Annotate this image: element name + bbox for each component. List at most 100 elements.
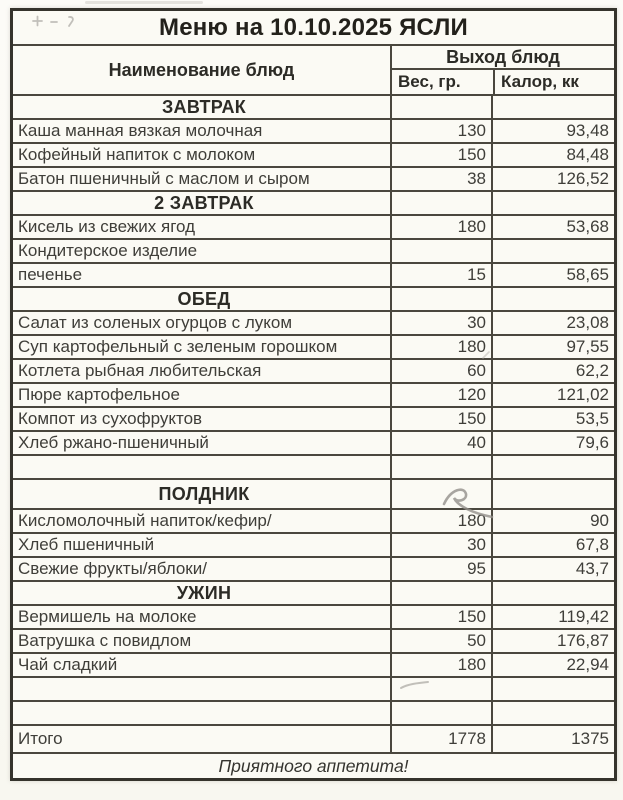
row-dish-name: Вермишель на молоке	[18, 607, 197, 626]
row-dish-name: Свежие фрукты/яблоки/	[18, 559, 207, 578]
row-weight-value	[390, 678, 491, 700]
table-header: Наименование блюд Выход блюд Вес, гр. Ка…	[13, 46, 614, 96]
empty-row	[13, 678, 614, 702]
row-calories-value: 53,68	[491, 216, 614, 238]
row-calories-value: 176,87	[491, 630, 614, 652]
row-calories-value: 1375	[491, 726, 614, 752]
row-calories-value: 84,48	[491, 144, 614, 166]
row-dish-name: 2 ЗАВТРАК	[154, 192, 254, 213]
scan-artifact	[85, 1, 203, 4]
row-weight-value: 40	[390, 432, 491, 454]
row-weight-value: 50	[390, 630, 491, 652]
row-dish-name	[13, 456, 390, 478]
row-weight-value	[390, 240, 491, 262]
row-calories-value: 22,94	[491, 654, 614, 676]
dish-row: Кисломолочный напиток/кефир/180 90	[13, 510, 614, 534]
row-calories-value: 53,5	[491, 408, 614, 430]
row-dish-name: Каша манная вязкая молочная	[18, 121, 263, 140]
dish-row: Чай сладкий 180 22,94	[13, 654, 614, 678]
dish-row: печенье 15 58,65	[13, 264, 614, 288]
row-dish-name: Итого	[18, 729, 63, 748]
row-calories-value: 23,08	[491, 312, 614, 334]
section-row: УЖИН	[13, 582, 614, 606]
row-dish-name	[13, 678, 390, 700]
row-dish-name: Чай сладкий	[18, 655, 118, 674]
row-dish-name: Салат из соленых огурцов с луком	[18, 313, 293, 332]
section-row: ЗАВТРАК	[13, 96, 614, 120]
dish-row: Батон пшеничный с маслом и сыром 38 126,52	[13, 168, 614, 192]
row-weight-value: 30	[390, 312, 491, 334]
row-calories-value	[491, 480, 614, 508]
row-calories-value	[491, 582, 614, 604]
row-calories-value: 119,42	[491, 606, 614, 628]
row-calories-value: 126,52	[491, 168, 614, 190]
row-calories-value	[491, 702, 614, 724]
row-weight-value: 60	[390, 360, 491, 382]
dish-row: Салат из соленых огурцов с луком 30 23,08	[13, 312, 614, 336]
row-calories-value	[491, 240, 614, 262]
row-dish-name: Компот из сухофруктов	[18, 409, 203, 428]
row-weight-value: 180	[390, 216, 491, 238]
dish-row: Кисель из свежих ягод 180 53,68	[13, 216, 614, 240]
empty-row	[13, 702, 614, 726]
row-weight-value: 130	[390, 120, 491, 142]
row-calories-value: 121,02	[491, 384, 614, 406]
row-dish-name: Кисель из свежих ягод	[18, 217, 196, 236]
row-dish-name: Батон пшеничный с маслом и сыром	[18, 169, 310, 188]
footer-note: Приятного аппетита!	[218, 755, 409, 776]
row-dish-name: печенье	[18, 265, 83, 284]
total-row: Итого 1778 1375	[13, 726, 614, 754]
row-weight-value: 15	[390, 264, 491, 286]
row-calories-value: 67,8	[491, 534, 614, 556]
row-weight-value: 150	[390, 408, 491, 430]
row-dish-name: ОБЕД	[177, 288, 231, 309]
row-dish-name	[13, 702, 390, 724]
dish-row: Кондитерское изделие	[13, 240, 614, 264]
row-calories-value: 90	[491, 510, 614, 532]
row-weight-value: 30	[390, 534, 491, 556]
empty-row	[13, 456, 614, 480]
row-weight-value	[390, 702, 491, 724]
row-weight-value	[390, 480, 491, 508]
row-calories-value	[491, 96, 614, 118]
row-calories-value: 58,65	[491, 264, 614, 286]
row-weight-value: 180	[390, 510, 491, 532]
row-dish-name: Кофейный напиток с молоком	[18, 145, 256, 164]
row-weight-value	[390, 192, 491, 214]
menu-rows: ЗАВТРАК Каша манная вязкая молочная 130 93,…	[13, 96, 614, 754]
column-header-output-group: Выход блюд Вес, гр. Калор, кк	[390, 46, 614, 94]
section-row: ПОЛДНИК	[13, 480, 614, 510]
row-dish-name: Кисломолочный напиток/кефир/	[18, 511, 272, 530]
row-calories-value	[491, 288, 614, 310]
row-dish-name: ЗАВТРАК	[161, 96, 247, 117]
row-dish-name: УЖИН	[176, 582, 232, 603]
row-dish-name: Хлеб ржано-пшеничный	[18, 433, 209, 452]
column-subheaders: Вес, гр. Калор, кк	[392, 70, 614, 94]
row-weight-value	[390, 456, 491, 478]
row-calories-value: 79,6	[491, 432, 614, 454]
row-dish-name: Хлеб пшеничный	[18, 535, 155, 554]
row-weight-value: 180	[390, 336, 491, 358]
column-header-dish-name: Наименование блюд	[108, 59, 295, 80]
dish-row: Компот из сухофруктов 150 53,5	[13, 408, 614, 432]
row-weight-value: 95	[390, 558, 491, 580]
row-weight-value: 38	[390, 168, 491, 190]
row-dish-name: Ватрушка с повидлом	[18, 631, 192, 650]
row-weight-value	[390, 582, 491, 604]
dish-row: Хлеб ржано-пшеничный 40 79,6	[13, 432, 614, 456]
dish-row: Котлета рыбная любительская 60 62,2	[13, 360, 614, 384]
dish-row: Суп картофельный с зеленым горошком 180 97…	[13, 336, 614, 360]
section-row: 2 ЗАВТРАК	[13, 192, 614, 216]
dish-row: Хлеб пшеничный 30 67,8	[13, 534, 614, 558]
row-dish-name: ПОЛДНИК	[158, 483, 250, 504]
row-calories-value	[491, 678, 614, 700]
dish-row: Свежие фрукты/яблоки/95 43,7	[13, 558, 614, 582]
row-calories-value: 43,7	[491, 558, 614, 580]
column-header-calories: Калор, кк	[493, 70, 616, 94]
dish-row: Пюре картофельное 120 121,02	[13, 384, 614, 408]
dish-row: Вермишель на молоке 150 119,42	[13, 606, 614, 630]
dish-row: Кофейный напиток с молоком 150 84,48	[13, 144, 614, 168]
row-weight-value: 150	[390, 144, 491, 166]
row-dish-name: Суп картофельный с зеленым горошком	[18, 337, 338, 356]
